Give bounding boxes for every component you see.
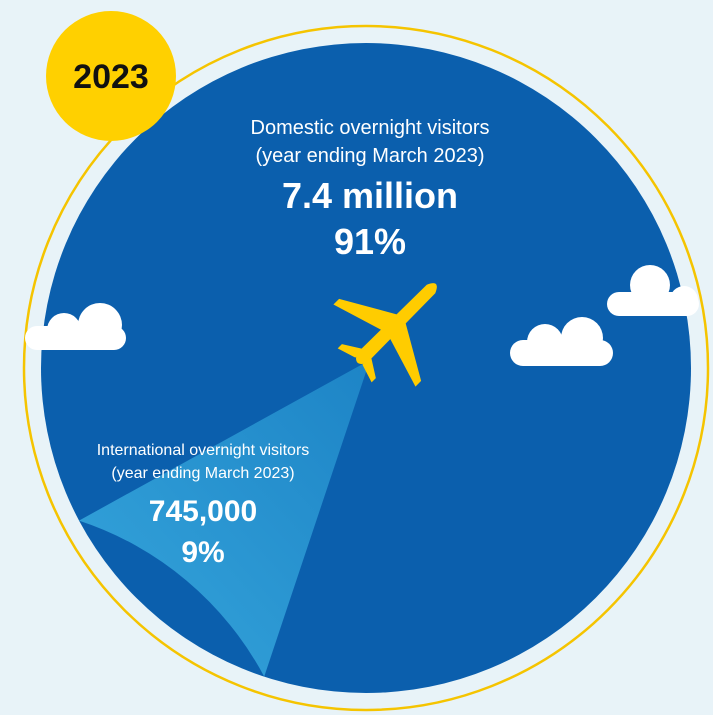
pie-slice-international <box>79 360 370 677</box>
international-value: 745,000 <box>149 495 257 528</box>
year-badge-label: 2023 <box>73 58 149 96</box>
domestic-percent: 91% <box>334 221 406 262</box>
international-label: International overnight visitors <box>97 442 310 459</box>
year-badge: 2023 <box>46 11 176 141</box>
international-percent: 9% <box>181 536 224 569</box>
cloud-icon <box>510 317 613 366</box>
outer-ring <box>22 24 710 712</box>
cloud-icon <box>607 265 699 316</box>
cloud-icon <box>25 303 126 350</box>
plane-icon <box>333 283 437 387</box>
domestic-label: Domestic overnight visitors <box>251 117 490 139</box>
domestic-period: (year ending March 2023) <box>255 145 484 167</box>
domestic-value: 7.4 million <box>282 175 458 216</box>
international-period: (year ending March 2023) <box>111 465 294 482</box>
